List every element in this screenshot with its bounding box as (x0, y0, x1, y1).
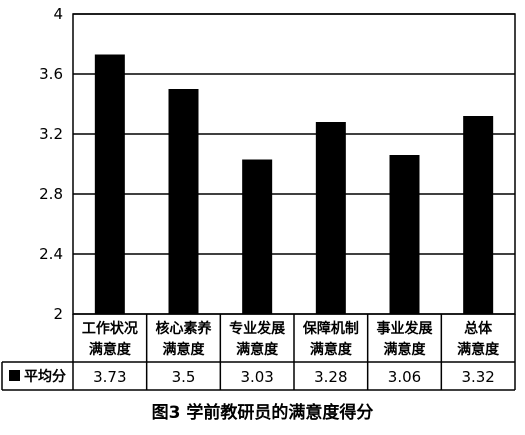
bar (315, 122, 346, 314)
category-label: 专业发展 (229, 320, 285, 337)
bars (94, 54, 494, 314)
legend-swatch (9, 370, 20, 381)
bar (463, 116, 494, 314)
category-label: 满意度 (163, 341, 206, 358)
category-label: 满意度 (89, 341, 132, 358)
bar (389, 155, 420, 314)
y-tick-label: 3.2 (39, 125, 63, 143)
chart-title: 图3 学前教研员的满意度得分 (151, 403, 374, 423)
grid-lines (73, 13, 515, 315)
data-label: 3.5 (172, 368, 196, 386)
y-tick-label: 2 (53, 305, 63, 323)
category-label: 工作状况 (82, 320, 138, 337)
category-label: 满意度 (384, 341, 427, 358)
bar (168, 89, 199, 314)
legend-label: 平均分 (24, 368, 66, 385)
data-label: 3.32 (461, 368, 494, 386)
y-axis-ticks: 4 3.6 3.2 2.8 2.4 2 (39, 5, 63, 323)
data-label: 3.03 (240, 368, 273, 386)
data-label: 3.73 (93, 368, 126, 386)
data-label: 3.06 (388, 368, 421, 386)
plot-border (72, 13, 516, 315)
y-tick-label: 3.6 (39, 65, 63, 83)
bar (242, 159, 273, 314)
category-label: 满意度 (310, 341, 353, 358)
y-tick-label: 2.4 (39, 245, 63, 263)
category-label: 事业发展 (377, 320, 433, 337)
category-label: 保障机制 (302, 320, 359, 337)
y-tick-label: 4 (53, 5, 63, 23)
bar (94, 54, 125, 314)
data-label: 3.28 (314, 368, 347, 386)
category-label: 满意度 (236, 341, 279, 358)
category-label: 满意度 (457, 341, 500, 358)
plot-frame (72, 13, 516, 315)
category-label: 总体 (464, 320, 493, 337)
y-tick-label: 2.8 (39, 185, 63, 203)
category-label: 核心素养 (156, 320, 213, 337)
